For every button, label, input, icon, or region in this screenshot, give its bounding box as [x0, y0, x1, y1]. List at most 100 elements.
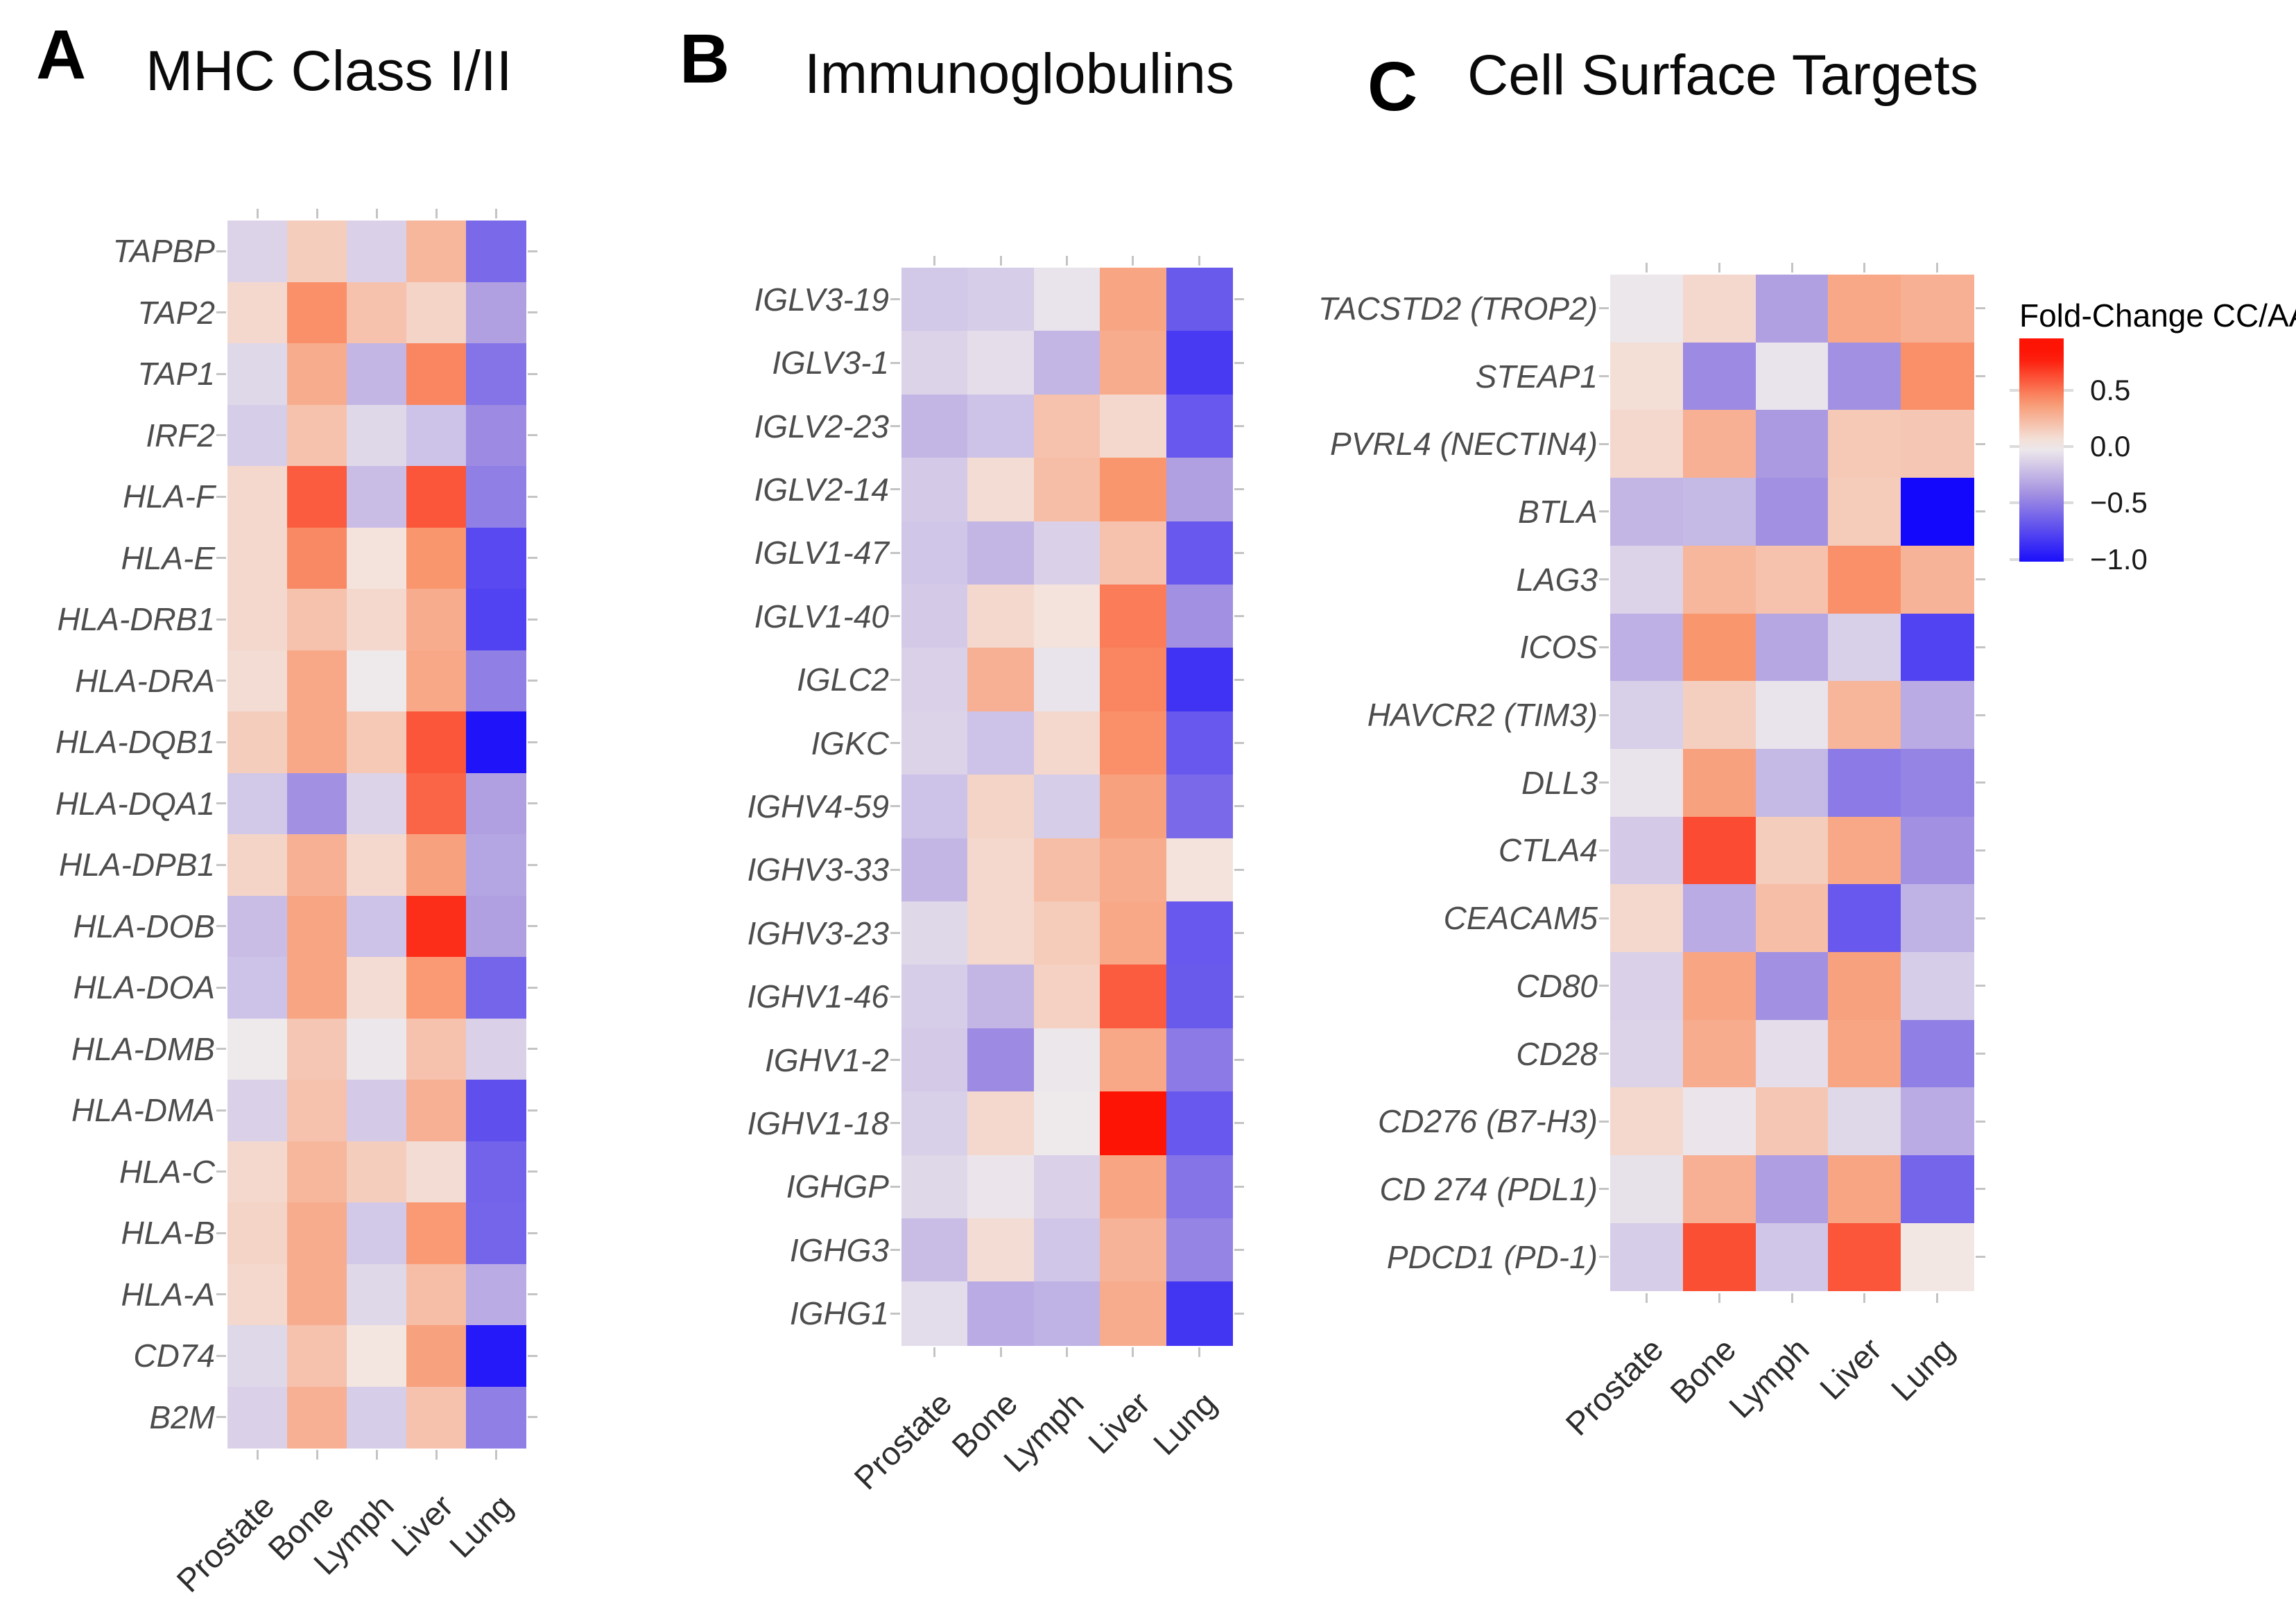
heatmap-cell [1901, 952, 1974, 1021]
heatmap-cell [347, 282, 407, 344]
heatmap-cell [227, 282, 288, 344]
colorbar-tick-dash [2064, 388, 2073, 392]
heatmap-cell [1755, 1222, 1829, 1292]
row-label: IGLV3-1 [772, 345, 889, 381]
axis-tick [528, 434, 537, 437]
axis-tick [528, 986, 537, 989]
heatmap-cell [1166, 1281, 1233, 1346]
axis-tick [1599, 1120, 1609, 1123]
heatmap-cell [406, 1080, 467, 1142]
axis-tick [890, 1312, 900, 1315]
heatmap-cell [287, 772, 347, 835]
heatmap-cell [1100, 648, 1167, 712]
axis-tick [1066, 1347, 1068, 1357]
heatmap-cell [1901, 410, 1974, 478]
heatmap-cell [1166, 331, 1233, 395]
heatmap-cell [1033, 394, 1100, 458]
heatmap-cell [466, 527, 526, 589]
heatmap-cell [1100, 1155, 1167, 1219]
heatmap-cell [967, 521, 1035, 585]
heatmap-cell [1901, 275, 1974, 343]
axis-tick [528, 250, 537, 252]
panel-a-title: MHC Class I/II [146, 40, 512, 103]
heatmap-cell [901, 648, 969, 712]
heatmap-cell [227, 650, 288, 712]
axis-tick [435, 1450, 438, 1460]
heatmap-cell [1682, 748, 1756, 818]
heatmap-cell [1166, 838, 1233, 902]
heatmap-cell [1682, 478, 1756, 546]
panel-c-title: Cell Surface Targets [1467, 44, 1978, 107]
heatmap-cell [1166, 1218, 1233, 1283]
heatmap-cell [1033, 1281, 1100, 1346]
heatmap-cell [1033, 1155, 1100, 1219]
heatmap-cell [1901, 613, 1974, 682]
axis-tick [933, 1347, 936, 1357]
heatmap-cell [1610, 478, 1684, 546]
heatmap-cell [967, 901, 1035, 966]
row-label: TACSTD2 (TROP2) [1318, 290, 1598, 327]
axis-tick [435, 209, 438, 218]
heatmap-cell [1100, 711, 1167, 775]
row-label: IGHV3-33 [747, 852, 889, 888]
heatmap-cell [406, 1325, 467, 1388]
heatmap-cell [347, 711, 407, 774]
axis-tick [890, 932, 900, 935]
heatmap-cell [227, 1202, 288, 1265]
heatmap-cell [1901, 1155, 1974, 1224]
heatmap-cell [1755, 1019, 1829, 1089]
axis-tick [1976, 307, 1985, 310]
axis-tick [528, 1170, 537, 1173]
axis-tick [1976, 442, 1985, 445]
axis-tick [1718, 263, 1720, 273]
axis-tick [1234, 361, 1244, 364]
heatmap-cell [1828, 1222, 1901, 1292]
heatmap-cell [287, 1263, 347, 1326]
heatmap-cell [406, 1263, 467, 1326]
axis-tick [216, 925, 226, 928]
heatmap-cell [1901, 681, 1974, 750]
row-label: CTLA4 [1498, 832, 1598, 869]
row-label: HLA-C [119, 1153, 215, 1190]
heatmap-cell [967, 711, 1035, 775]
heatmap-cell [287, 343, 347, 406]
heatmap-cell [1755, 275, 1829, 343]
heatmap-cell [347, 1141, 407, 1203]
axis-tick [1718, 1293, 1720, 1303]
axis-tick [1198, 256, 1200, 266]
heatmap-cell [1901, 545, 1974, 614]
heatmap-cell [406, 1386, 467, 1449]
heatmap-cell [1033, 901, 1100, 966]
col-label: Liver [1080, 1384, 1157, 1461]
axis-tick [1599, 646, 1609, 648]
heatmap-cell [227, 1386, 288, 1449]
heatmap-cell [1033, 1091, 1100, 1156]
axis-tick [1790, 1293, 1793, 1303]
axis-tick [528, 495, 537, 498]
colorbar-tick-label: −1.0 [2090, 542, 2148, 576]
axis-tick [216, 250, 226, 252]
heatmap-cell [466, 1018, 526, 1080]
axis-tick [1234, 615, 1244, 618]
heatmap-cell [1610, 816, 1684, 885]
heatmap-cell [347, 221, 407, 283]
heatmap-cell [1166, 1155, 1233, 1219]
heatmap-cell [287, 957, 347, 1019]
row-label: TAPBP [112, 233, 215, 270]
axis-tick [1198, 1347, 1200, 1357]
heatmap-cell [227, 589, 288, 651]
axis-tick [216, 863, 226, 866]
row-label: HLA-DQA1 [55, 785, 215, 822]
heatmap-cell [1828, 478, 1901, 546]
col-label: Liver [1812, 1330, 1889, 1406]
heatmap-cell [406, 772, 467, 835]
heatmap-cell [347, 343, 407, 406]
axis-tick [890, 1249, 900, 1252]
heatmap-cell [967, 458, 1035, 522]
axis-tick [528, 618, 537, 621]
axis-tick [890, 1185, 900, 1188]
axis-tick [1976, 849, 1985, 852]
heatmap-cell [406, 527, 467, 589]
heatmap-cell [967, 585, 1035, 649]
colorbar-tick-dash [2064, 501, 2073, 505]
